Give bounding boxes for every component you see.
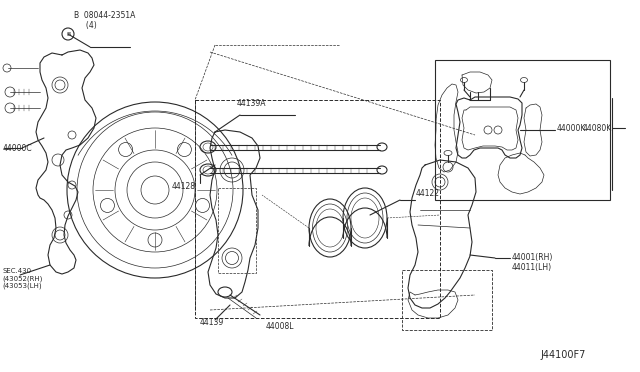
Text: 44139: 44139	[200, 318, 224, 327]
Text: B: B	[66, 32, 70, 36]
Text: 44080K: 44080K	[583, 124, 612, 132]
Text: J44100F7: J44100F7	[540, 350, 586, 360]
Bar	[402, 270, 492, 330]
Text: 44001(RH)
44011(LH): 44001(RH) 44011(LH)	[512, 253, 554, 272]
Bar	[218, 188, 256, 273]
Text: SEC.430
(43052(RH)
(43053(LH): SEC.430 (43052(RH) (43053(LH)	[2, 268, 42, 289]
Text: B  08044-2351A
     (4): B 08044-2351A (4)	[74, 10, 136, 30]
Bar	[195, 100, 440, 318]
Text: 44122: 44122	[416, 189, 440, 198]
Text: 44128: 44128	[172, 182, 196, 191]
Text: 44008L: 44008L	[266, 322, 294, 331]
Text: 44000K: 44000K	[557, 124, 586, 132]
Text: 44000C: 44000C	[3, 144, 33, 153]
Bar	[435, 60, 610, 200]
Text: 44139A: 44139A	[237, 99, 266, 108]
